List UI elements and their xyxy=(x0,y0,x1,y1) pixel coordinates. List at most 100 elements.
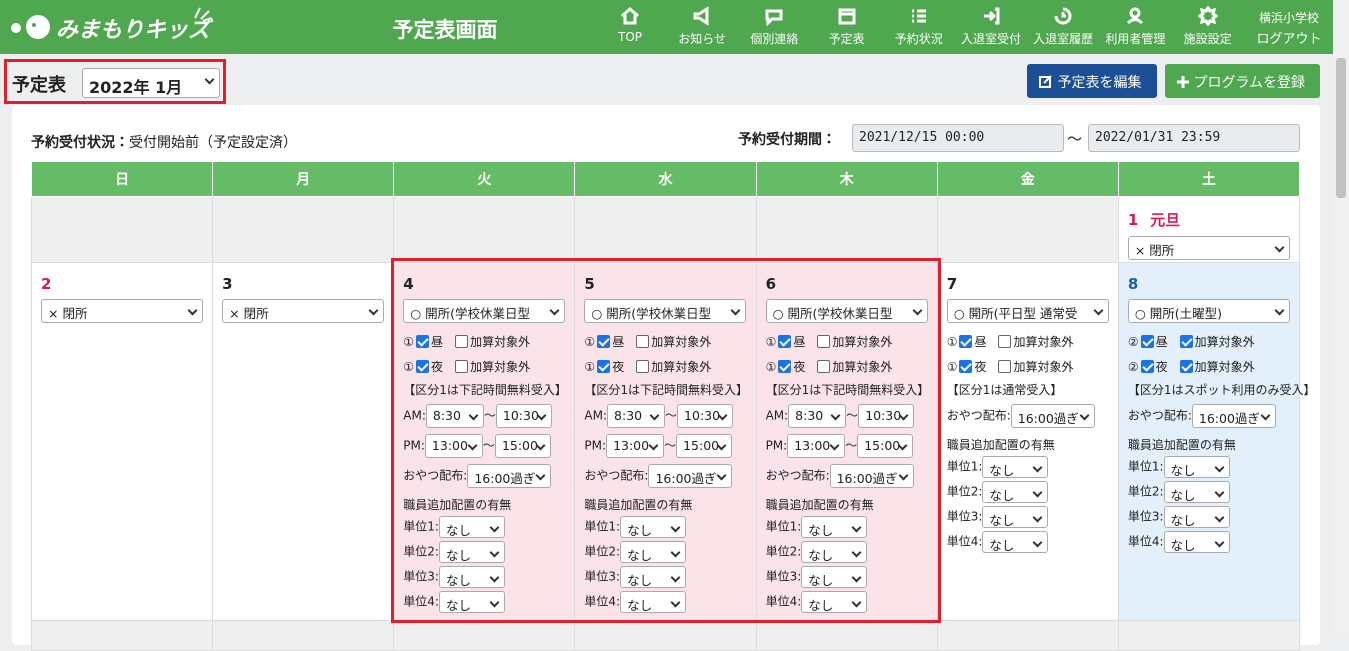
select[interactable]: なし xyxy=(982,506,1049,528)
select[interactable]: 10:30 xyxy=(495,404,552,428)
checkbox[interactable] xyxy=(959,360,973,373)
nav-item[interactable]: 予定表 xyxy=(811,6,883,47)
select[interactable]: なし xyxy=(982,481,1049,503)
select[interactable]: ○ 開所(学校休業日型 xyxy=(765,299,928,323)
select[interactable]: なし xyxy=(1163,531,1230,553)
select[interactable]: なし xyxy=(982,456,1049,478)
header: みまもりキッズ 予定表画面 TOP お知らせ 個別連絡 予定表 予約状況 入退室受付 入退室… xyxy=(0,0,1349,54)
select-text: なし xyxy=(989,463,1015,478)
select[interactable]: ○ 開所(学校休業日型 xyxy=(403,299,566,323)
select[interactable]: なし xyxy=(620,516,687,538)
checkbox[interactable] xyxy=(778,360,792,373)
checkbox[interactable] xyxy=(778,335,792,348)
checkbox[interactable] xyxy=(455,360,469,373)
select[interactable]: 13:00 xyxy=(787,434,846,458)
checkbox[interactable] xyxy=(636,360,650,373)
date-number: 8 xyxy=(1127,275,1139,293)
select[interactable]: ○ 開所(学校休業日型 xyxy=(584,299,747,323)
checkbox[interactable] xyxy=(998,335,1012,348)
select[interactable]: なし xyxy=(801,591,868,613)
start-input[interactable]: 2021/12/15 00:00 xyxy=(852,124,1064,152)
select[interactable]: 16:00過ぎ xyxy=(467,464,552,488)
end-input[interactable]: 2022/01/31 23:59 xyxy=(1088,124,1300,152)
select[interactable]: なし xyxy=(1163,456,1230,478)
select[interactable]: 10:30 xyxy=(858,404,915,428)
checkbox[interactable] xyxy=(817,360,831,373)
nav-item[interactable]: 入退室受付 xyxy=(955,6,1027,47)
select[interactable]: なし xyxy=(982,531,1049,553)
select[interactable]: なし xyxy=(1163,506,1230,528)
register-button[interactable]: プログラムを登録 xyxy=(1165,64,1320,98)
date-number: 7 xyxy=(946,275,958,293)
month-select[interactable]: 2022年 1月 xyxy=(82,68,220,98)
select[interactable]: 16:00過ぎ xyxy=(1010,404,1095,428)
select[interactable]: なし xyxy=(620,541,687,563)
select[interactable]: 8:30 xyxy=(788,404,847,428)
select[interactable]: 15:00 xyxy=(676,434,733,458)
select[interactable]: なし xyxy=(801,541,868,563)
weekday: 火 xyxy=(393,161,576,197)
weekday: 日 xyxy=(30,161,214,197)
nav-item[interactable]: TOP xyxy=(594,6,666,44)
select[interactable]: ○ 開所(土曜型) xyxy=(1127,299,1290,323)
select[interactable]: × 閉所 xyxy=(222,299,385,323)
checkbox[interactable] xyxy=(597,335,611,348)
logo-text[interactable]: みまもりキッズ xyxy=(56,18,211,43)
checkbox[interactable] xyxy=(1179,360,1193,373)
select[interactable]: 16:00過ぎ xyxy=(1191,404,1276,428)
nav-item[interactable]: 利用者管理 xyxy=(1099,6,1171,47)
checkbox[interactable] xyxy=(455,335,469,348)
nav-item[interactable]: 個別連絡 xyxy=(738,6,810,47)
select[interactable]: ○ 開所(平日型 通常受 xyxy=(946,299,1109,323)
edit-button[interactable]: 予定表を編集 xyxy=(1027,64,1157,98)
select[interactable]: なし xyxy=(620,591,687,613)
select[interactable]: なし xyxy=(1163,481,1230,503)
select[interactable]: なし xyxy=(620,566,687,588)
select[interactable]: なし xyxy=(801,516,868,538)
time-row: PM: 13:00 ～ 15:00 xyxy=(403,434,566,458)
nav-item[interactable]: 予約状況 xyxy=(883,6,955,47)
week-row: 2 × 閉所 3 × 閉所 4 ○ 開所(学校休業日型 ① 昼加算対象外 ① 夜加算対象外 【区分1… xyxy=(30,262,1315,621)
nav-item[interactable]: 入退室履歴 xyxy=(1027,6,1099,47)
unit-label: 単位2: xyxy=(584,544,621,559)
select[interactable]: × 閉所 xyxy=(1127,236,1290,260)
select[interactable]: 8:30 xyxy=(607,404,666,428)
checkbox[interactable] xyxy=(416,335,430,348)
select-text: なし xyxy=(1170,488,1196,503)
checkbox[interactable] xyxy=(959,335,973,348)
select[interactable]: なし xyxy=(438,516,505,538)
checkbox[interactable] xyxy=(636,335,650,348)
logout[interactable]: ログアウト xyxy=(1256,32,1322,47)
checkbox[interactable] xyxy=(1140,335,1154,348)
select[interactable]: 8:30 xyxy=(425,404,484,428)
select[interactable]: なし xyxy=(438,541,505,563)
select[interactable]: 15:00 xyxy=(857,434,914,458)
nav-label: 個別連絡 xyxy=(750,32,799,46)
nav-item[interactable]: お知らせ xyxy=(666,6,738,47)
weekday-row: 日月火水木金土 xyxy=(30,161,1301,197)
select[interactable]: 13:00 xyxy=(606,434,665,458)
select[interactable]: 16:00過ぎ xyxy=(829,464,914,488)
nav-item[interactable]: 施設設定 xyxy=(1172,6,1244,47)
scrollbar[interactable] xyxy=(1333,0,1349,631)
select[interactable]: なし xyxy=(438,591,505,613)
select[interactable]: 13:00 xyxy=(424,434,483,458)
checkbox[interactable] xyxy=(597,360,611,373)
select-text: なし xyxy=(627,548,653,563)
checkbox[interactable] xyxy=(1179,335,1193,348)
note: 【区分1は通常受入】 xyxy=(946,383,1063,397)
select[interactable]: なし xyxy=(438,566,505,588)
select[interactable]: なし xyxy=(801,566,868,588)
highlight-box xyxy=(391,258,941,623)
select[interactable]: 16:00過ぎ xyxy=(648,464,733,488)
select[interactable]: 15:00 xyxy=(494,434,551,458)
checkbox[interactable] xyxy=(998,360,1012,373)
checkbox[interactable] xyxy=(1140,360,1154,373)
checkbox[interactable] xyxy=(416,360,430,373)
scroll-thumb[interactable] xyxy=(1336,58,1346,198)
select[interactable]: 10:30 xyxy=(677,404,734,428)
select[interactable]: × 閉所 xyxy=(41,299,203,323)
select-text: 8:30 xyxy=(795,408,824,423)
checkbox[interactable] xyxy=(817,335,831,348)
time-sep: ～ xyxy=(664,438,677,453)
